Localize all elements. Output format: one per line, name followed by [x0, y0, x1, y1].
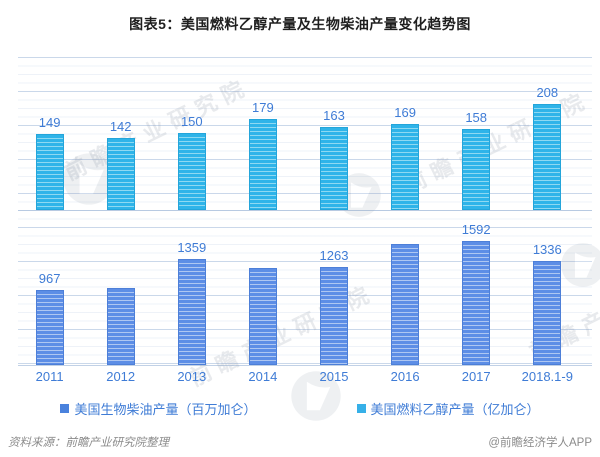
legend-marker-biodiesel [60, 404, 70, 413]
bar-bottom-2012 [106, 288, 135, 365]
legend-label-biodiesel: 美国生物柴油产量（百万加仑） [74, 402, 257, 417]
value-label: 208 [536, 85, 559, 100]
bar-bottom-2013 [177, 259, 206, 365]
x-axis-label: 2018.1-9 [521, 369, 573, 384]
value-label: 150 [180, 114, 203, 129]
value-label: 1359 [177, 240, 207, 255]
legend: 美国生物柴油产量（百万加仑） 美国燃料乙醇产量（亿加仑） [0, 399, 600, 418]
bar-bottom-2018.1-9 [533, 261, 562, 365]
legend-item-biodiesel: 美国生物柴油产量（百万加仑） [60, 399, 257, 418]
bar-top-2018.1-9 [533, 104, 562, 210]
top-panel-baseline [18, 210, 592, 211]
bar-top-2015 [320, 127, 348, 210]
bar-top-2011 [35, 134, 64, 210]
credit-text: @前瞻经济学人APP [488, 437, 592, 449]
value-label: 142 [109, 119, 132, 134]
bar-bottom-2017 [462, 241, 491, 365]
value-label: 149 [38, 115, 61, 130]
bar-bottom-2011 [35, 290, 64, 365]
value-label: 169 [394, 105, 416, 120]
bar-top-2017 [462, 129, 491, 210]
legend-marker-ethanol [356, 404, 366, 413]
x-axis-label: 2014 [248, 369, 278, 384]
footer: 资料来源：前瞻产业研究院整理 @前瞻经济学人APP [8, 434, 592, 450]
chart-title: 图表5：美国燃料乙醇产量及生物柴油产量变化趋势图 [129, 16, 471, 32]
legend-label-ethanol: 美国燃料乙醇产量（亿加仑） [370, 402, 540, 417]
bar-top-2016 [391, 124, 420, 210]
value-label: 1263 [319, 248, 349, 263]
bar-bottom-2016 [391, 244, 420, 365]
value-label: 967 [38, 271, 61, 286]
bar-top-2013 [177, 133, 206, 210]
x-axis-label: 2015 [319, 369, 349, 384]
data-source-text: 资料来源：前瞻产业研究院整理 [8, 437, 169, 449]
bar-top-2012 [106, 138, 135, 210]
x-axis-label: 2011 [35, 369, 64, 384]
bar-bottom-2015 [320, 267, 348, 365]
value-label: 163 [323, 108, 345, 123]
value-label: 1336 [532, 242, 562, 257]
x-axis-label: 2013 [177, 369, 207, 384]
value-label: 158 [465, 110, 488, 125]
value-label: 1592 [461, 222, 491, 237]
x-axis-label: 2016 [390, 369, 420, 384]
x-axis-line [18, 365, 592, 366]
legend-item-ethanol: 美国燃料乙醇产量（亿加仑） [356, 399, 540, 418]
value-label: 179 [252, 100, 274, 115]
bar-bottom-2014 [248, 268, 277, 365]
x-axis-label: 2017 [461, 369, 491, 384]
bar-top-2014 [248, 119, 277, 210]
x-axis-label: 2012 [106, 369, 136, 384]
